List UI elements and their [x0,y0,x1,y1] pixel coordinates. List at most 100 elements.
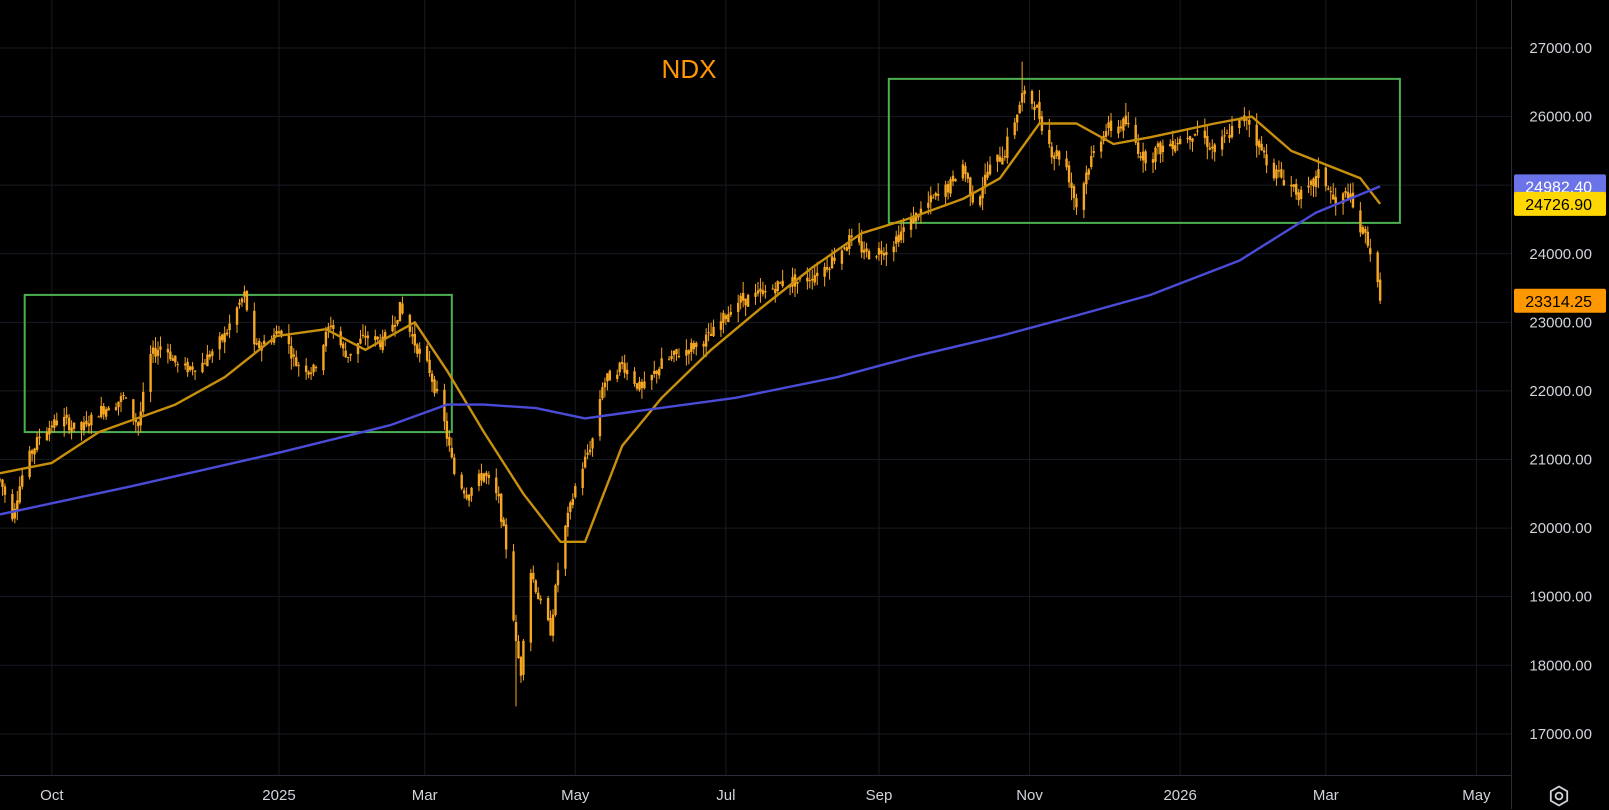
candle-body [359,338,362,344]
candle-body [102,406,105,415]
candle-body [1174,145,1177,152]
candle-body [759,288,762,292]
candle-body [895,236,898,244]
candle-body [537,592,540,600]
candle-body [998,156,1002,162]
candle-body [344,350,347,358]
candle-body [1018,104,1021,114]
candle-body [685,349,688,356]
candle-body [880,250,883,254]
candle-body [909,216,913,230]
range-rectangle [23,293,453,434]
candle-body [258,340,261,349]
candle-body [45,432,49,441]
candle-body [517,641,520,659]
candle-body [55,420,58,426]
x-tick-label: Oct [40,787,64,804]
candle-body [727,314,730,322]
candle-body [356,343,360,355]
candle-body [811,278,814,281]
grid-lines [0,0,1511,775]
candle-body [625,369,629,375]
candle-body [966,173,970,179]
candle-body [1013,122,1016,136]
candle-body [11,494,14,520]
candle-body [240,298,244,303]
candle-body [1297,192,1300,201]
candle-body [477,473,481,487]
candle-body [166,348,170,353]
candle-body [309,372,313,375]
candle-body [574,486,577,498]
candle-body [608,370,612,381]
candle-body [393,324,397,327]
candle-body [845,247,849,251]
settings-gear-icon[interactable] [1545,782,1573,810]
candle-body [1351,192,1355,208]
candle-body [16,500,19,511]
candle-body [1364,228,1367,233]
candle-body [1257,140,1261,148]
candle-body [771,288,774,290]
candle-body [1159,142,1162,155]
candle-body [35,437,39,450]
candle-body [951,175,955,182]
candle-body [857,234,861,243]
candle-body [50,425,54,428]
candle-body [1161,145,1165,153]
candle-body [134,418,137,423]
candle-body [996,154,999,162]
candle-body [1139,156,1142,158]
candle-body [137,422,140,427]
candle-body [588,449,592,453]
candle-body [1277,170,1281,172]
y-tick-label: 22000.00 [1529,383,1592,400]
candle-body [1055,150,1058,157]
candle-body [1213,144,1216,153]
candle-body [1122,118,1125,131]
candle-body [954,178,957,182]
candle-body [1035,105,1039,108]
price-badge-label: 24726.90 [1525,197,1592,214]
candle-body [361,334,365,336]
line-ma_long [0,185,1381,516]
candle-body [1245,119,1249,121]
candle-body [480,473,483,481]
candle-body [18,486,21,503]
candle-body [307,371,310,375]
candle-body [171,358,175,361]
candle-body [90,414,93,426]
candle-body [0,479,2,481]
candle-body [70,427,73,432]
candle-body [119,396,123,402]
range-rectangles [23,77,1401,434]
y-tick-label: 26000.00 [1529,109,1592,126]
candle-body [692,343,695,350]
candle-body [1314,175,1318,188]
candle-body [618,362,621,373]
candle-body [840,250,844,264]
candle-body [581,468,584,488]
candle-body [1369,248,1372,255]
candle-body [1193,133,1197,136]
candle-body [208,354,212,358]
candle-body [635,383,639,389]
candle-body [675,349,678,354]
candle-body [280,330,283,335]
candle-body [1208,147,1211,150]
candle-body [1312,178,1315,187]
candle-body [1092,151,1095,153]
candle-body [238,302,241,305]
range-rectangle [887,77,1401,224]
candle-body [843,247,846,249]
candle-body [314,366,318,369]
candle-body [1117,126,1120,134]
candle-body [122,394,125,397]
candle-body [1050,146,1053,158]
candle-body [899,231,903,241]
candle-body [174,355,177,363]
x-tick-label: Nov [1016,787,1043,804]
candle-body [218,336,221,350]
candle-body [932,197,935,199]
